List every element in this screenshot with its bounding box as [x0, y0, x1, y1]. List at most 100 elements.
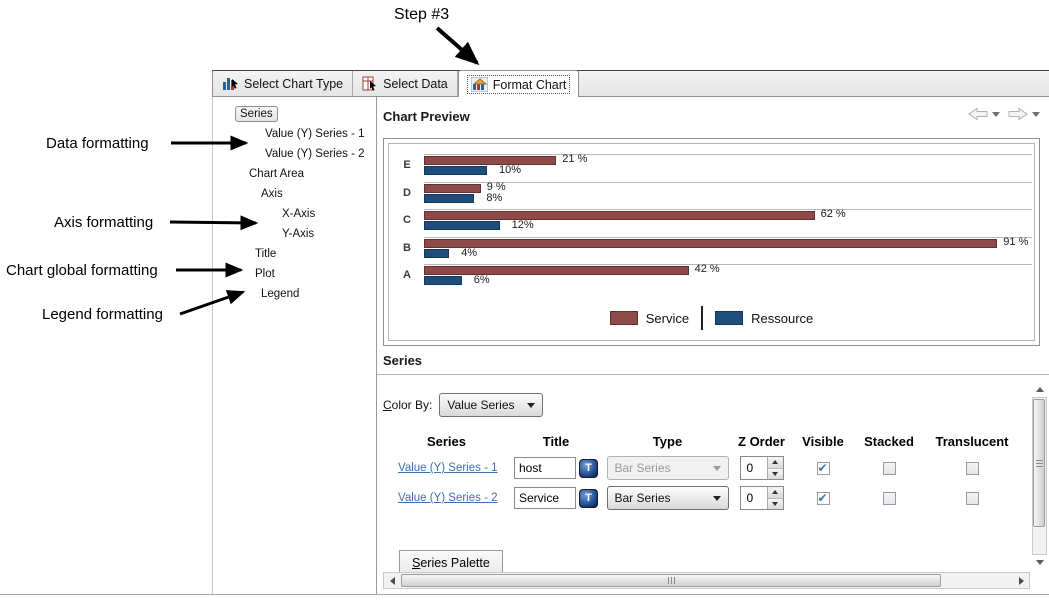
col-header-series: Series: [426, 434, 467, 449]
tree-item-series[interactable]: Series: [213, 104, 376, 124]
chart-preview-box: E 21 % 10% D 9 % 8% C 62 % 12% B 91 % 4% A 42 % 6% Ser…: [383, 138, 1040, 346]
series-2-link[interactable]: Value (Y) Series - 2: [398, 492, 498, 504]
col-header-title: Title: [542, 434, 570, 449]
series-1-stacked-checkbox[interactable]: [882, 461, 896, 475]
chart-wizard-dialog: Select Chart Type Select Data: [212, 70, 1049, 594]
tree-item-value-y-series-2[interactable]: Value (Y) Series - 2: [265, 148, 365, 160]
gridline: [424, 264, 1032, 265]
bar-ressource-A: [424, 276, 462, 285]
back-dropdown-icon[interactable]: [992, 111, 1000, 117]
tree-item-x-axis[interactable]: X-Axis: [282, 208, 316, 220]
chart-type-icon: [223, 78, 238, 90]
series-1-translucent-checkbox[interactable]: [965, 461, 979, 475]
hscroll-track[interactable]: [400, 573, 1013, 588]
gridline: [424, 154, 1032, 155]
annotation-global-formatting: Chart global formatting: [6, 262, 158, 279]
bar-service-C: [424, 211, 815, 220]
tab-select-data[interactable]: Select Data: [353, 71, 458, 96]
externalize-text-icon[interactable]: T: [579, 488, 598, 508]
series-2-title-input[interactable]: [514, 487, 576, 509]
tab-select-chart-type[interactable]: Select Chart Type: [213, 71, 354, 96]
spin-down-icon[interactable]: [767, 497, 783, 509]
tree-item-title[interactable]: Title: [255, 248, 277, 260]
back-arrow-icon[interactable]: [967, 107, 989, 121]
forward-dropdown-icon[interactable]: [1032, 111, 1040, 117]
hscroll-thumb[interactable]: [401, 574, 941, 587]
gridline: [424, 181, 1032, 183]
tree-item-plot[interactable]: Plot: [255, 268, 275, 280]
wizard-tabbar: Select Chart Type Select Data: [212, 70, 1049, 97]
horizontal-scrollbar[interactable]: [383, 572, 1030, 589]
color-by-value: Value Series: [447, 398, 515, 412]
externalize-text-icon[interactable]: T: [579, 458, 598, 478]
gridline: [424, 236, 1032, 238]
step-arrow: [435, 26, 480, 66]
chart-legend: Service Ressource: [389, 306, 1034, 330]
bar-value-label: 42 %: [694, 263, 720, 275]
bar-ressource-E: [424, 166, 487, 175]
chevron-down-icon: [712, 495, 721, 501]
series-2-zorder-spinner[interactable]: 0: [739, 486, 784, 510]
scroll-right-icon[interactable]: [1013, 573, 1029, 588]
chart-preview-inner: E 21 % 10% D 9 % 8% C 62 % 12% B 91 % 4% A 42 % 6% Ser…: [388, 143, 1035, 341]
tree-item-axis[interactable]: Axis: [261, 188, 283, 200]
series-2-visible-checkbox[interactable]: [816, 491, 830, 505]
spin-down-icon[interactable]: [767, 467, 783, 479]
series-2-translucent-checkbox[interactable]: [965, 491, 979, 505]
category-label-D: D: [403, 186, 411, 199]
category-label-E: E: [403, 159, 411, 171]
vertical-scrollbar[interactable]: [1032, 382, 1047, 570]
series-1-link[interactable]: Value (Y) Series - 1: [398, 462, 498, 474]
select-data-icon: [362, 76, 377, 91]
legend-swatch-ressource: [715, 311, 744, 325]
tree-item-y-axis[interactable]: Y-Axis: [282, 228, 315, 240]
scroll-up-icon[interactable]: [1032, 382, 1047, 397]
series-1-visible-checkbox[interactable]: [816, 461, 830, 475]
col-header-type: Type: [652, 434, 683, 449]
format-tree-panel: Series Value (Y) Series - 1 Value (Y) Seri…: [212, 97, 377, 594]
bar-service-A: [424, 266, 689, 275]
category-label-C: C: [403, 214, 411, 226]
bar-ressource-D: [424, 193, 475, 203]
preview-nav: [967, 107, 1040, 121]
scroll-down-icon[interactable]: [1032, 555, 1047, 570]
chart-preview-title: Chart Preview: [383, 109, 470, 124]
tree-item-chart-area[interactable]: Chart Area: [249, 168, 304, 180]
series-1-zorder-spinner[interactable]: 0: [739, 456, 784, 480]
category-label-B: B: [403, 241, 411, 254]
tab-label: Select Data: [383, 76, 448, 91]
spin-up-icon[interactable]: [767, 457, 783, 468]
vscroll-track[interactable]: [1032, 397, 1047, 555]
bar-ressource-C: [424, 221, 500, 230]
series-1-type-value: Bar Series: [614, 461, 671, 475]
series-2-stacked-checkbox[interactable]: [882, 491, 896, 505]
series-2-type-value: Bar Series: [614, 491, 671, 505]
forward-arrow-icon[interactable]: [1007, 107, 1029, 121]
vscroll-thumb[interactable]: [1033, 399, 1045, 527]
chevron-down-icon: [712, 465, 721, 471]
tab-label: Select Chart Type: [244, 76, 344, 91]
bar-value-label: 6%: [473, 274, 490, 286]
bar-value-label: 91 %: [1003, 235, 1029, 248]
series-1-title-input[interactable]: [514, 457, 576, 479]
chart-plot: E 21 % 10% D 9 % 8% C 62 % 12% B 91 % 4% A 42 % 6%: [389, 144, 1034, 340]
bar-service-E: [424, 156, 557, 165]
format-chart-icon: [470, 77, 488, 92]
annotation-axis-formatting: Axis formatting: [54, 214, 154, 231]
bar-value-label: 12%: [511, 219, 534, 231]
tab-format-chart[interactable]: Format Chart: [457, 70, 580, 97]
series-panel: Color By: Value Series Series Title Type…: [377, 376, 1049, 594]
col-header-visible: Visible: [802, 434, 844, 449]
legend-label-ressource: Ressource: [751, 310, 814, 326]
step-annotation: Step #3: [394, 6, 450, 23]
scroll-left-icon[interactable]: [384, 573, 400, 588]
tree-item-value-y-series-1[interactable]: Value (Y) Series - 1: [265, 128, 365, 140]
series-2-type-select[interactable]: Bar Series: [606, 486, 729, 510]
spin-up-icon[interactable]: [767, 487, 783, 498]
color-by-select[interactable]: Value Series: [439, 393, 544, 417]
series-1-zorder-value: 0: [746, 461, 754, 475]
col-header-zorder: Z Order: [738, 434, 785, 449]
legend-divider: [701, 306, 704, 330]
tree-item-legend[interactable]: Legend: [261, 288, 300, 300]
